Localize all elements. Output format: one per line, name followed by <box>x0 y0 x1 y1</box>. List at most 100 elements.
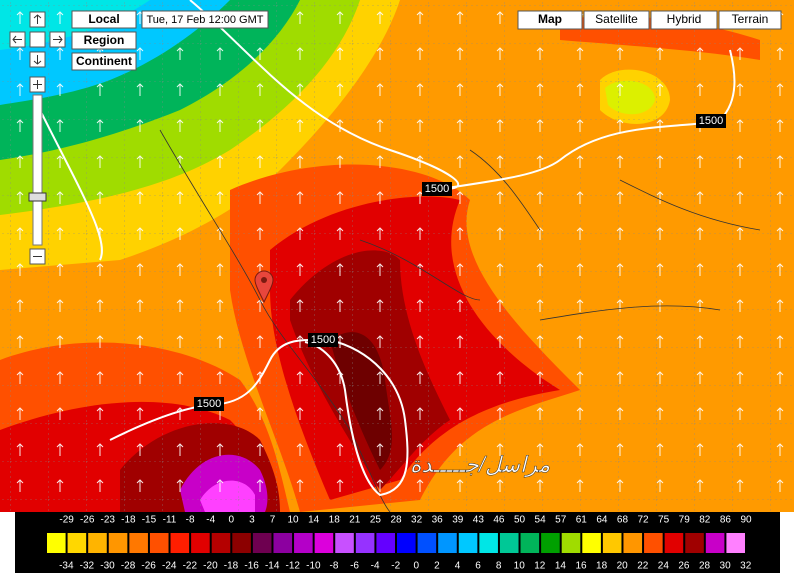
legend-top-label: 0 <box>229 515 235 526</box>
legend-swatch <box>47 533 66 553</box>
legend-swatch <box>108 533 128 553</box>
legend-swatch <box>67 533 87 553</box>
legend-bottom-label: -34 <box>59 561 74 572</box>
legend-top-label: 36 <box>432 515 444 526</box>
legend-top-label: 82 <box>699 515 711 526</box>
location-pin[interactable] <box>254 270 274 304</box>
legend-swatch <box>602 533 622 553</box>
legend-top-label: -15 <box>142 515 157 526</box>
legend-top-label: 43 <box>473 515 485 526</box>
map-type-label: Map <box>538 12 562 26</box>
legend-bottom-label: -2 <box>391 561 400 572</box>
legend-swatch <box>726 533 745 553</box>
legend-swatch <box>191 533 210 553</box>
legend-swatch <box>582 533 601 553</box>
legend-top-label: 39 <box>452 515 464 526</box>
legend-top-label: 50 <box>514 515 526 526</box>
legend-top-label: 28 <box>390 515 402 526</box>
map-type-button[interactable] <box>517 10 583 30</box>
legend-top-label: 75 <box>658 515 670 526</box>
map-type-button[interactable] <box>718 10 782 30</box>
legend-top-label: -8 <box>186 515 195 526</box>
contour-label-box <box>422 182 452 196</box>
legend-top-label: 14 <box>308 515 320 526</box>
legend-bottom-label: 24 <box>658 561 670 572</box>
legend-bottom-label: 18 <box>596 561 608 572</box>
legend-bottom-label: 20 <box>617 561 629 572</box>
timestamp: Tue, 17 Feb 12:00 GMT <box>147 14 264 26</box>
legend-bottom-label: 28 <box>699 561 711 572</box>
legend-top-label: 18 <box>329 515 341 526</box>
legend-swatch <box>705 533 725 553</box>
legend-bottom-label: 2 <box>434 561 440 572</box>
legend-top-label: -29 <box>59 515 74 526</box>
local-button[interactable] <box>71 10 137 29</box>
legend-top-label: 90 <box>740 515 752 526</box>
map-type-label: Terrain <box>732 12 769 26</box>
map-area[interactable] <box>0 0 794 513</box>
legend-bottom-label: 22 <box>637 561 649 572</box>
timestamp-box <box>141 10 269 29</box>
legend-top-label: 3 <box>249 515 255 526</box>
contour-label: 1500 <box>699 115 723 127</box>
map-type-button[interactable] <box>650 10 718 30</box>
legend-bottom-label: 32 <box>740 561 752 572</box>
legend-bottom-label: -14 <box>265 561 280 572</box>
legend-bottom-label: -22 <box>183 561 198 572</box>
pan-center[interactable] <box>29 31 46 48</box>
legend-bottom-label: -18 <box>224 561 239 572</box>
legend-top-label: 10 <box>287 515 299 526</box>
legend-swatch <box>664 533 684 553</box>
contour-label-box <box>194 397 224 411</box>
zoom-thumb[interactable] <box>28 192 47 202</box>
contour-label-box <box>308 333 338 347</box>
nav-controls: Local Region Continent Tue, 17 Feb 12:00… <box>9 10 269 265</box>
legend-top-label: 64 <box>596 515 608 526</box>
legend-bottom-label: -32 <box>80 561 95 572</box>
legend-top-label: -11 <box>163 515 177 526</box>
legend: -29 -26 -23 -18 -15 -11 -8 -4 0 3 7 10 14 18 21 25 28 32 3… <box>47 515 752 572</box>
legend-swatch <box>479 533 498 553</box>
legend-swatch <box>644 533 663 553</box>
legend-bottom-label: 4 <box>455 561 461 572</box>
region-button[interactable] <box>71 31 137 50</box>
legend-bottom-label: -20 <box>203 561 218 572</box>
zoom-slider[interactable] <box>32 94 43 246</box>
legend-bottom-label: -28 <box>121 561 136 572</box>
contour-label: 1500 <box>425 183 449 195</box>
legend-top-label: -4 <box>206 515 215 526</box>
legend-swatch <box>438 533 457 553</box>
legend-top-label: 79 <box>679 515 691 526</box>
legend-bottom-label: -24 <box>162 561 177 572</box>
legend-bottom-label: -6 <box>350 561 359 572</box>
legend-swatch <box>458 533 478 553</box>
legend-swatch <box>623 533 643 553</box>
legend-top-label: 21 <box>349 515 361 526</box>
legend-swatch <box>561 533 581 553</box>
contour-label: 1500 <box>197 398 221 410</box>
legend-bottom-label: -4 <box>371 561 380 572</box>
legend-swatch <box>685 533 704 553</box>
legend-swatch <box>211 533 231 553</box>
legend-top-label: 72 <box>637 515 649 526</box>
legend-top-label: 25 <box>370 515 382 526</box>
watermark: مراسل/جـــــدة <box>410 452 550 478</box>
legend-top-label: -23 <box>101 515 116 526</box>
map-type-button[interactable] <box>583 10 650 30</box>
legend-top-label: -18 <box>121 515 136 526</box>
legend-top-label: 86 <box>720 515 732 526</box>
legend-bottom-label: -8 <box>329 561 338 572</box>
contour-label-box <box>696 114 726 128</box>
legend-bottom-label: 16 <box>575 561 587 572</box>
legend-top-label: 61 <box>576 515 588 526</box>
legend-bottom-label: 8 <box>496 561 502 572</box>
legend-swatch <box>520 533 540 553</box>
continent-button[interactable] <box>71 52 137 71</box>
legend-bottom-label: 14 <box>555 561 567 572</box>
legend-swatch <box>88 533 107 553</box>
legend-top-label: -26 <box>80 515 95 526</box>
legend-bottom-label: 12 <box>534 561 546 572</box>
map-type-label: Hybrid <box>667 12 702 26</box>
legend-swatch <box>232 533 251 553</box>
